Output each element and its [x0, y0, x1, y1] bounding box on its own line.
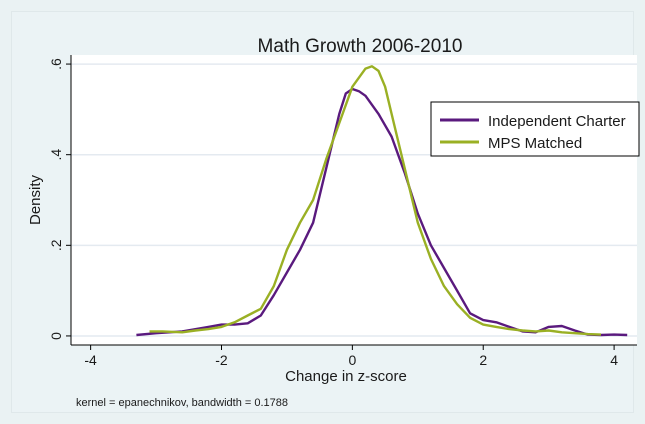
y-tick-label: .6 — [48, 58, 64, 70]
legend-label-mps-matched: MPS Matched — [488, 135, 582, 152]
series-curves — [136, 65, 628, 337]
x-tick-label: 4 — [610, 352, 618, 368]
y-ticks: 0 .2 .4 .6 — [48, 58, 71, 340]
x-ticks: -4 -2 0 2 4 — [84, 345, 618, 368]
y-tick-label: .4 — [48, 149, 64, 161]
series-line-independent-charter — [136, 87, 628, 337]
series-line-mps-matched — [149, 65, 602, 336]
y-tick-label: .2 — [48, 239, 64, 251]
x-tick-label: 2 — [479, 352, 487, 368]
legend-label-independent-charter: Independent Charter — [488, 113, 626, 130]
legend-box — [430, 101, 640, 157]
x-tick-label: -4 — [84, 352, 97, 368]
x-axis-label: Change in z-score — [285, 368, 407, 385]
kernel-note: kernel = epanechnikov, bandwidth = 0.178… — [76, 397, 288, 409]
chart-title: Math Growth 2006-2010 — [258, 36, 463, 57]
plot-area — [71, 55, 637, 345]
x-tick-label: -2 — [215, 352, 228, 368]
x-tick-label: 0 — [348, 352, 356, 368]
y-axis-label: Density — [27, 174, 44, 225]
y-tick-label: 0 — [48, 332, 64, 340]
legend: Independent Charter MPS Matched — [430, 101, 640, 157]
